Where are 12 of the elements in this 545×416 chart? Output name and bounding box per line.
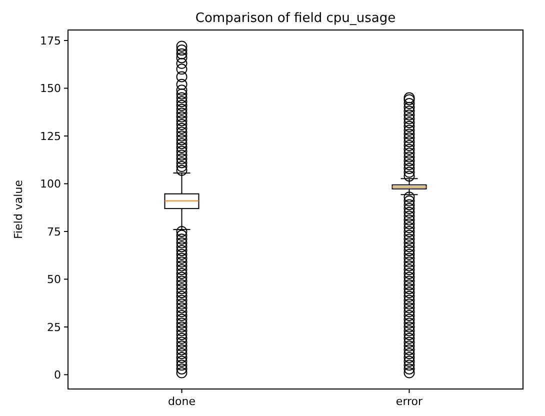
y-tick-label: 175 (40, 34, 61, 48)
y-tick-label: 150 (40, 82, 61, 96)
y-tick-label: 25 (47, 320, 61, 334)
y-tick-label: 75 (47, 225, 61, 238)
y-tick-label: 125 (40, 130, 61, 143)
x-tick-label: error (396, 395, 424, 408)
y-axis-title: Field value (12, 180, 25, 239)
y-tick-label: 50 (47, 273, 61, 286)
x-tick-label: done (168, 395, 196, 408)
y-tick-label: 0 (54, 368, 61, 382)
y-tick-label: 100 (40, 178, 61, 191)
chart-title: Comparison of field cpu_usage (195, 11, 396, 26)
